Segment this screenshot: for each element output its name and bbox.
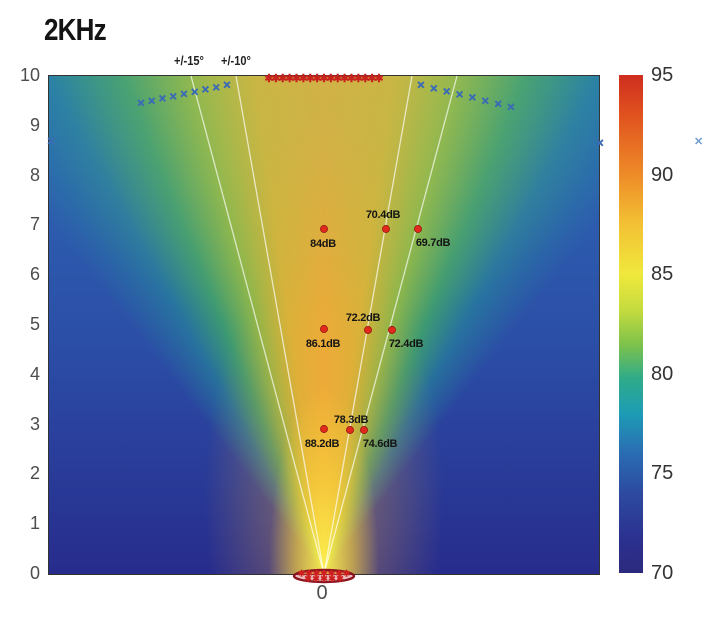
angle-guide-line: [190, 75, 325, 575]
y-tick-label: 7: [29, 214, 40, 235]
y-tick-label: 1: [29, 513, 40, 534]
spl-point: [414, 225, 422, 233]
asterisk-marker: ✱: [278, 73, 287, 85]
x-marker: ✕: [223, 81, 231, 92]
plot-overlay: ✱✱✱✱✱✱✱✱✱✱✱✱✱✱✱✱✱✕ ✕ ✕ ✕ ✕ ✕ ✕ ✕ ✕ ✕ ✕ ✕ ✕ ✕ ✕ ✕ ✕✕ ✕✱ ✱✱ ✱…: [47, 73, 605, 583]
spl-value-label: 70.4dB: [366, 209, 401, 221]
source-ellipse: [292, 568, 356, 584]
x-marker: ✕: [494, 99, 502, 110]
spl-point: [382, 225, 390, 233]
spl-value-label: 74.6dB: [363, 438, 398, 450]
x-marker: ✕: [180, 90, 188, 101]
colorbar-tick-label: 85: [651, 263, 674, 286]
colorbar-tick-label: 90: [651, 163, 674, 186]
x-marker: ✕: [443, 87, 451, 98]
asterisk-marker: ✱: [292, 73, 301, 85]
asterisk-marker: ✱: [319, 73, 328, 85]
spl-point: [320, 325, 328, 333]
source-asterisk: ✱: [305, 568, 313, 578]
spl-point: [320, 425, 328, 433]
x-marker: ✕: [507, 103, 515, 114]
y-tick-label: 10: [19, 65, 40, 85]
colorbar: [619, 75, 643, 573]
y-tick-label: 9: [29, 114, 40, 135]
spl-value-label: 84dB: [310, 238, 336, 250]
x-marker: ✕: [468, 93, 476, 104]
x-marker: ✕: [201, 85, 209, 96]
angle-label-10deg: +/-10°: [221, 53, 251, 68]
angle-guide-line: [235, 75, 325, 575]
y-tick-label: 0: [29, 563, 40, 583]
source-asterisk: ✱: [313, 568, 321, 578]
spl-value-label: 69.7dB: [416, 237, 451, 249]
colorbar-tick-label: 75: [651, 462, 674, 485]
source-asterisk: ✱: [320, 568, 328, 578]
asterisk-marker: ✱: [326, 73, 335, 85]
x-axis-tick-label: 0: [316, 582, 328, 604]
x-marker: ✕: [430, 84, 438, 95]
asterisk-marker: ✱: [285, 73, 294, 85]
x-marker: ✕: [455, 90, 463, 101]
x-marker: ✕: [169, 92, 177, 103]
spl-value-label: 72.4dB: [389, 338, 424, 350]
asterisk-marker: ✱: [299, 73, 308, 85]
asterisk-marker: ✱: [340, 73, 349, 85]
asterisk-marker: ✱: [271, 73, 280, 85]
y-tick-label: 5: [29, 314, 40, 334]
source-asterisk: ✱: [328, 573, 336, 583]
source-asterisk: ✱: [312, 573, 320, 583]
asterisk-marker: ✱: [313, 73, 322, 85]
x-marker: ✕: [148, 96, 156, 107]
angle-guide-line: [323, 75, 458, 575]
y-tick-label: 8: [29, 164, 40, 185]
colorbar-tick-label: 80: [651, 362, 674, 385]
asterisk-marker: ✱: [361, 73, 370, 85]
spl-value-label: 78.3dB: [334, 414, 369, 426]
y-tick-label: 4: [29, 363, 40, 384]
x-marker: ✕: [191, 87, 199, 98]
asterisk-marker: ✱: [354, 73, 363, 85]
spl-point: [364, 326, 372, 334]
angle-label-15deg: +/-15°: [174, 53, 204, 68]
source-asterisk: ✱: [304, 573, 312, 583]
x-marker: ✕: [137, 99, 145, 110]
x-marker: ✕: [596, 139, 604, 150]
asterisk-marker: ✱: [368, 73, 377, 85]
colorbar-tick-label: 70: [651, 562, 674, 584]
x-marker: ✕: [417, 81, 425, 92]
spl-value-label: 72.2dB: [346, 312, 381, 324]
source-asterisk: ✱: [298, 568, 306, 578]
y-tick-label: 2: [29, 463, 40, 484]
x-marker: ✕: [47, 137, 55, 148]
asterisk-marker: ✱: [333, 73, 342, 85]
asterisk-marker: ✱: [306, 73, 315, 85]
heatmap-plot-area: ✱ ✱ ✱ ✱ ✱ ✱ ✱ ✱ ✱ ✱ ✱ ✱ ✱ ✱ ✱ ✱ ✱ ✕ ✕ ✕ ✕ ✕ ✕ ✕ ✕ ✕ ✕ ✕ ✕ ✕ ✕ ✕ ✕ ✕ ✕ ✕ ✱ ✱ ✱ ✱…: [47, 73, 605, 583]
x-marker: ✕: [158, 94, 166, 105]
source-asterisk: ✱: [343, 568, 351, 578]
spl-point: [320, 225, 328, 233]
spl-point: [346, 426, 354, 434]
asterisk-marker: ✱: [347, 73, 356, 85]
x-marker: ✕: [212, 83, 220, 94]
colorbar-tick-label: 95: [651, 64, 674, 86]
source-asterisk: ✱: [336, 573, 344, 583]
asterisk-marker: ✱: [264, 73, 273, 85]
source-asterisk: ✱: [320, 573, 328, 583]
y-tick-label: 6: [29, 264, 40, 285]
source-asterisk: ✱: [335, 568, 343, 578]
spl-value-label: 88.2dB: [305, 438, 340, 450]
y-tick-label: 3: [29, 413, 40, 434]
source-asterisk: ✱: [328, 568, 336, 578]
stray-x-marker: ✕: [694, 136, 704, 148]
asterisk-marker: ✱: [374, 73, 383, 85]
spl-point: [360, 426, 368, 434]
spl-point: [388, 326, 396, 334]
angle-guide-line: [323, 75, 413, 575]
x-marker: ✕: [481, 96, 489, 107]
chart-title: 2KHz: [44, 12, 107, 47]
spl-value-label: 86.1dB: [306, 338, 341, 350]
